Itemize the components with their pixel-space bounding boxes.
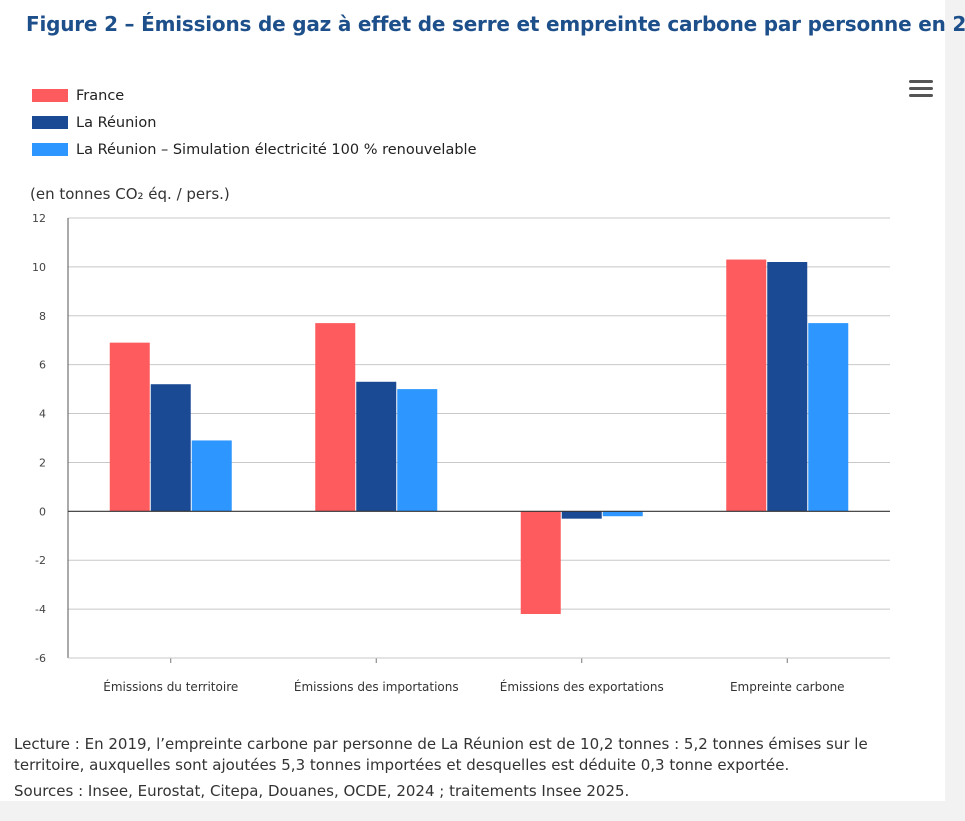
y-tick-label: -2 (35, 554, 46, 567)
x-tick-label: Émissions du territoire (103, 679, 238, 694)
legend-label-simulation: La Réunion – Simulation électricité 100 … (76, 141, 477, 158)
chart-legend: France La Réunion La Réunion – Simulatio… (32, 82, 477, 163)
y-tick-label: -4 (35, 603, 46, 616)
figure-title: Figure 2 – Émissions de gaz à effet de s… (26, 12, 965, 36)
y-tick-label: 2 (39, 456, 46, 469)
bar-la-reunion (561, 511, 602, 519)
hamburger-menu-icon[interactable] (909, 80, 933, 102)
bar-france (520, 511, 561, 614)
legend-swatch-la-reunion (32, 116, 68, 129)
figure-card: Figure 2 – Émissions de gaz à effet de s… (0, 0, 965, 801)
bar-simulation (602, 511, 643, 517)
x-tick-label: Émissions des exportations (500, 679, 664, 694)
lecture-note: Lecture : En 2019, l’empreinte carbone p… (14, 735, 868, 774)
y-tick-label: 10 (32, 261, 46, 274)
bar-simulation (808, 323, 849, 512)
bar-simulation (397, 389, 438, 512)
bar-la-reunion (356, 381, 397, 512)
bar-chart: -6 -4 -2 0 2 4 6 8 10 12 Émissions du territoire Ém… (32, 212, 890, 694)
bar-simulation (191, 440, 232, 512)
x-tick-label: Émissions des importations (294, 679, 459, 694)
bar-france (109, 342, 150, 512)
x-tick-label: Empreinte carbone (730, 680, 845, 694)
y-tick-label: 12 (32, 212, 46, 225)
y-tick-label: -6 (35, 652, 46, 665)
y-tick-label: 4 (39, 408, 46, 421)
bar-la-reunion (150, 384, 191, 512)
bar-france (726, 259, 767, 512)
bar-france (315, 323, 356, 512)
sources-note: Sources : Insee, Eurostat, Citepa, Douan… (14, 782, 630, 800)
y-tick-label: 8 (39, 310, 46, 323)
y-axis-unit-label: (en tonnes CO₂ éq. / pers.) (30, 185, 230, 203)
legend-label-la-reunion: La Réunion (76, 114, 157, 131)
bar-la-reunion (767, 262, 808, 512)
legend-item-la-reunion[interactable]: La Réunion (32, 109, 477, 136)
legend-item-france[interactable]: France (32, 82, 477, 109)
legend-label-france: France (76, 87, 125, 104)
y-tick-label: 0 (39, 505, 46, 518)
y-tick-label: 6 (39, 359, 46, 372)
legend-swatch-simulation (32, 143, 68, 156)
legend-swatch-france (32, 89, 68, 102)
legend-item-simulation[interactable]: La Réunion – Simulation électricité 100 … (32, 136, 477, 163)
